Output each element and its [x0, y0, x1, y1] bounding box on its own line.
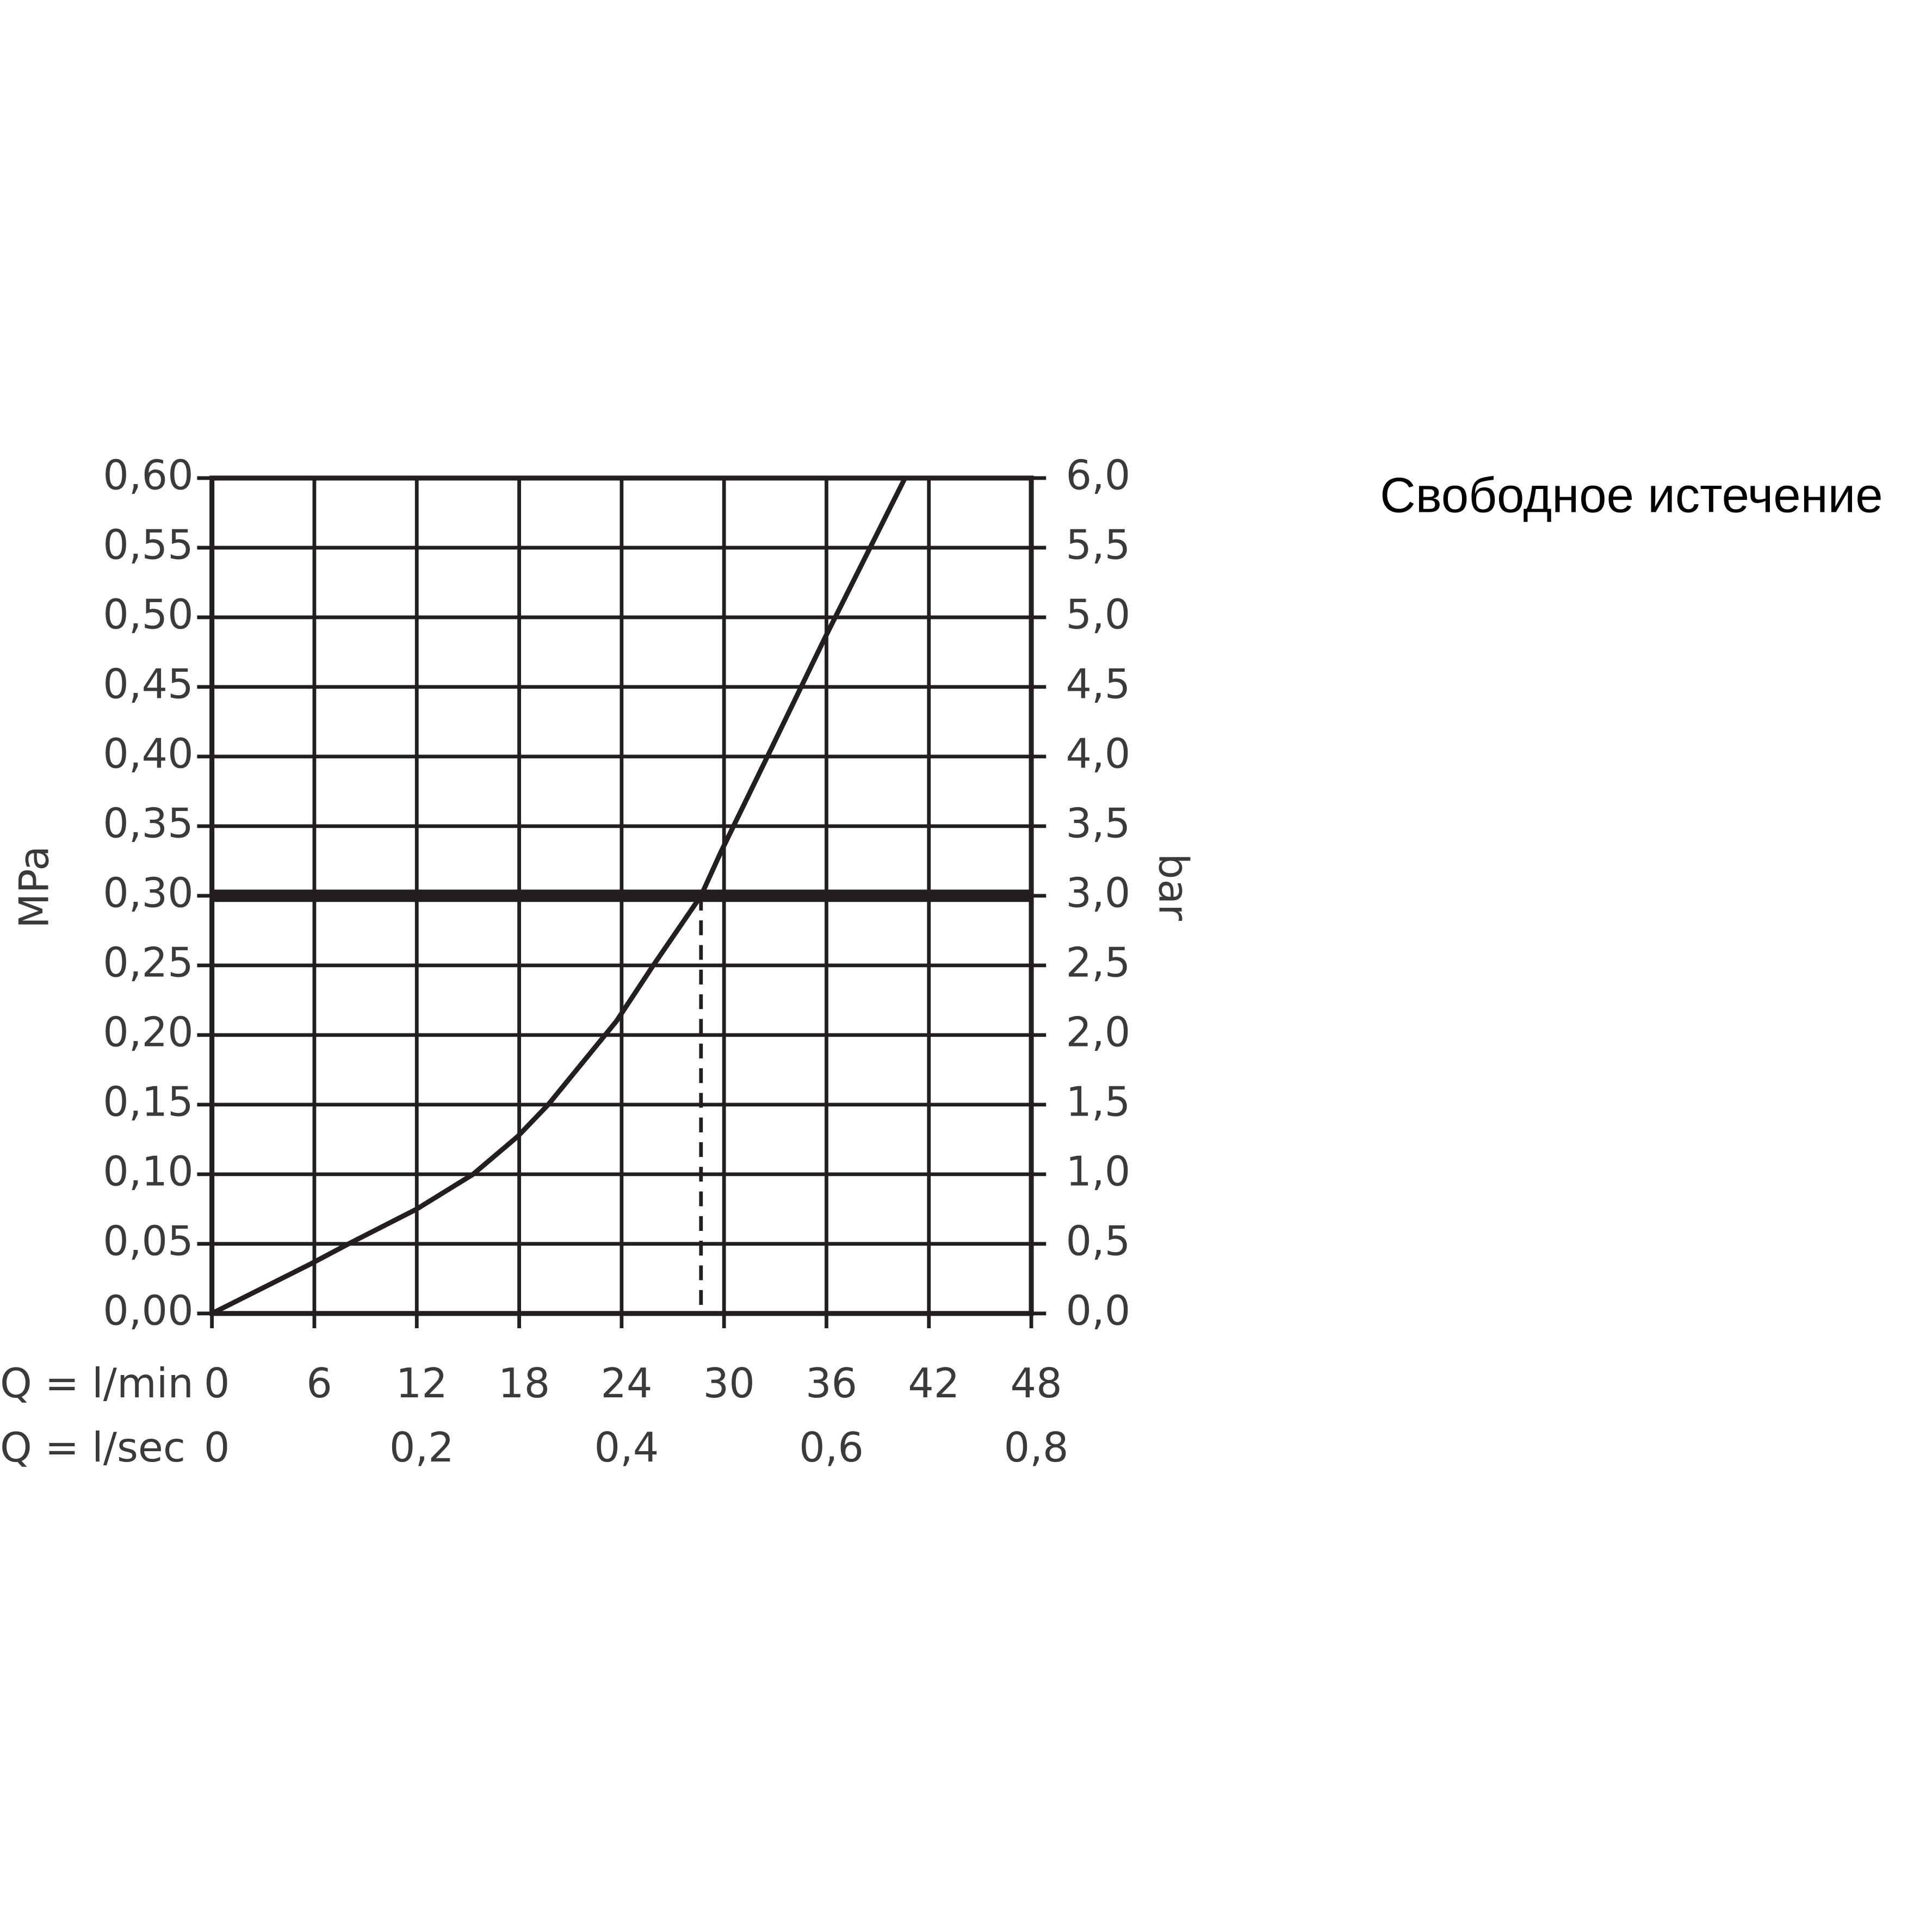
y-tick-label: 0,25 [103, 939, 193, 986]
y2-tick-label: 6,0 [1066, 451, 1130, 499]
y2-tick-label: 0,0 [1066, 1287, 1130, 1334]
x2-tick-label: 0,2 [389, 1424, 454, 1471]
y-tick-label: 0,55 [103, 521, 193, 568]
x2-tick-label: 0 [204, 1424, 230, 1471]
x2-tick-label: 0,6 [799, 1424, 864, 1471]
y2-axis-label: bar [1150, 853, 1197, 921]
y2-tick-label: 1,5 [1066, 1078, 1130, 1125]
y-tick-label: 0,10 [103, 1148, 193, 1195]
x-tick-label: 30 [703, 1360, 755, 1407]
y-tick-label: 0,30 [103, 869, 193, 917]
line-series [210, 476, 907, 1316]
x-axis-label: Q = l/min [0, 1360, 194, 1407]
x-tick-label: 48 [1011, 1360, 1062, 1407]
y2-tick-label: 5,0 [1066, 591, 1130, 638]
y2-tick-label: 0,5 [1066, 1217, 1130, 1265]
x2-tick-label: 0,8 [1004, 1424, 1069, 1471]
x-tick-label: 36 [806, 1360, 857, 1407]
y-tick-label: 0,50 [103, 591, 193, 638]
y2-tick-label: 5,5 [1066, 521, 1130, 568]
x-tick-label: 6 [306, 1360, 332, 1407]
x-tick-label: 42 [908, 1360, 959, 1407]
y2-tick-label: 1,0 [1066, 1148, 1130, 1195]
y-tick-label: 0,60 [103, 451, 193, 499]
x2-axis-label: Q = l/sec [0, 1424, 185, 1471]
y2-tick-label: 4,5 [1066, 660, 1130, 708]
y2-tick-label: 4,0 [1066, 730, 1130, 777]
x-tick-label: 18 [498, 1360, 550, 1407]
y-tick-label: 0,35 [103, 800, 193, 847]
y-axis-label: MPa [10, 846, 58, 928]
x-tick-label: 12 [396, 1360, 448, 1407]
x-tick-label: 24 [600, 1360, 652, 1407]
y2-tick-label: 3,0 [1066, 869, 1130, 917]
y-tick-label: 0,00 [103, 1287, 193, 1334]
y-tick-label: 0,45 [103, 660, 193, 708]
y-tick-label: 0,40 [103, 730, 193, 777]
y-tick-label: 0,20 [103, 1008, 193, 1056]
y2-tick-label: 2,0 [1066, 1008, 1130, 1056]
y2-tick-label: 3,5 [1066, 800, 1130, 847]
y-tick-label: 0,15 [103, 1078, 193, 1125]
x2-tick-label: 0,4 [594, 1424, 659, 1471]
y-tick-label: 0,05 [103, 1217, 193, 1265]
x-tick-label: 0 [204, 1360, 230, 1407]
y2-tick-label: 2,5 [1066, 939, 1130, 986]
chart-title: Свободное истечение [1380, 468, 1883, 523]
